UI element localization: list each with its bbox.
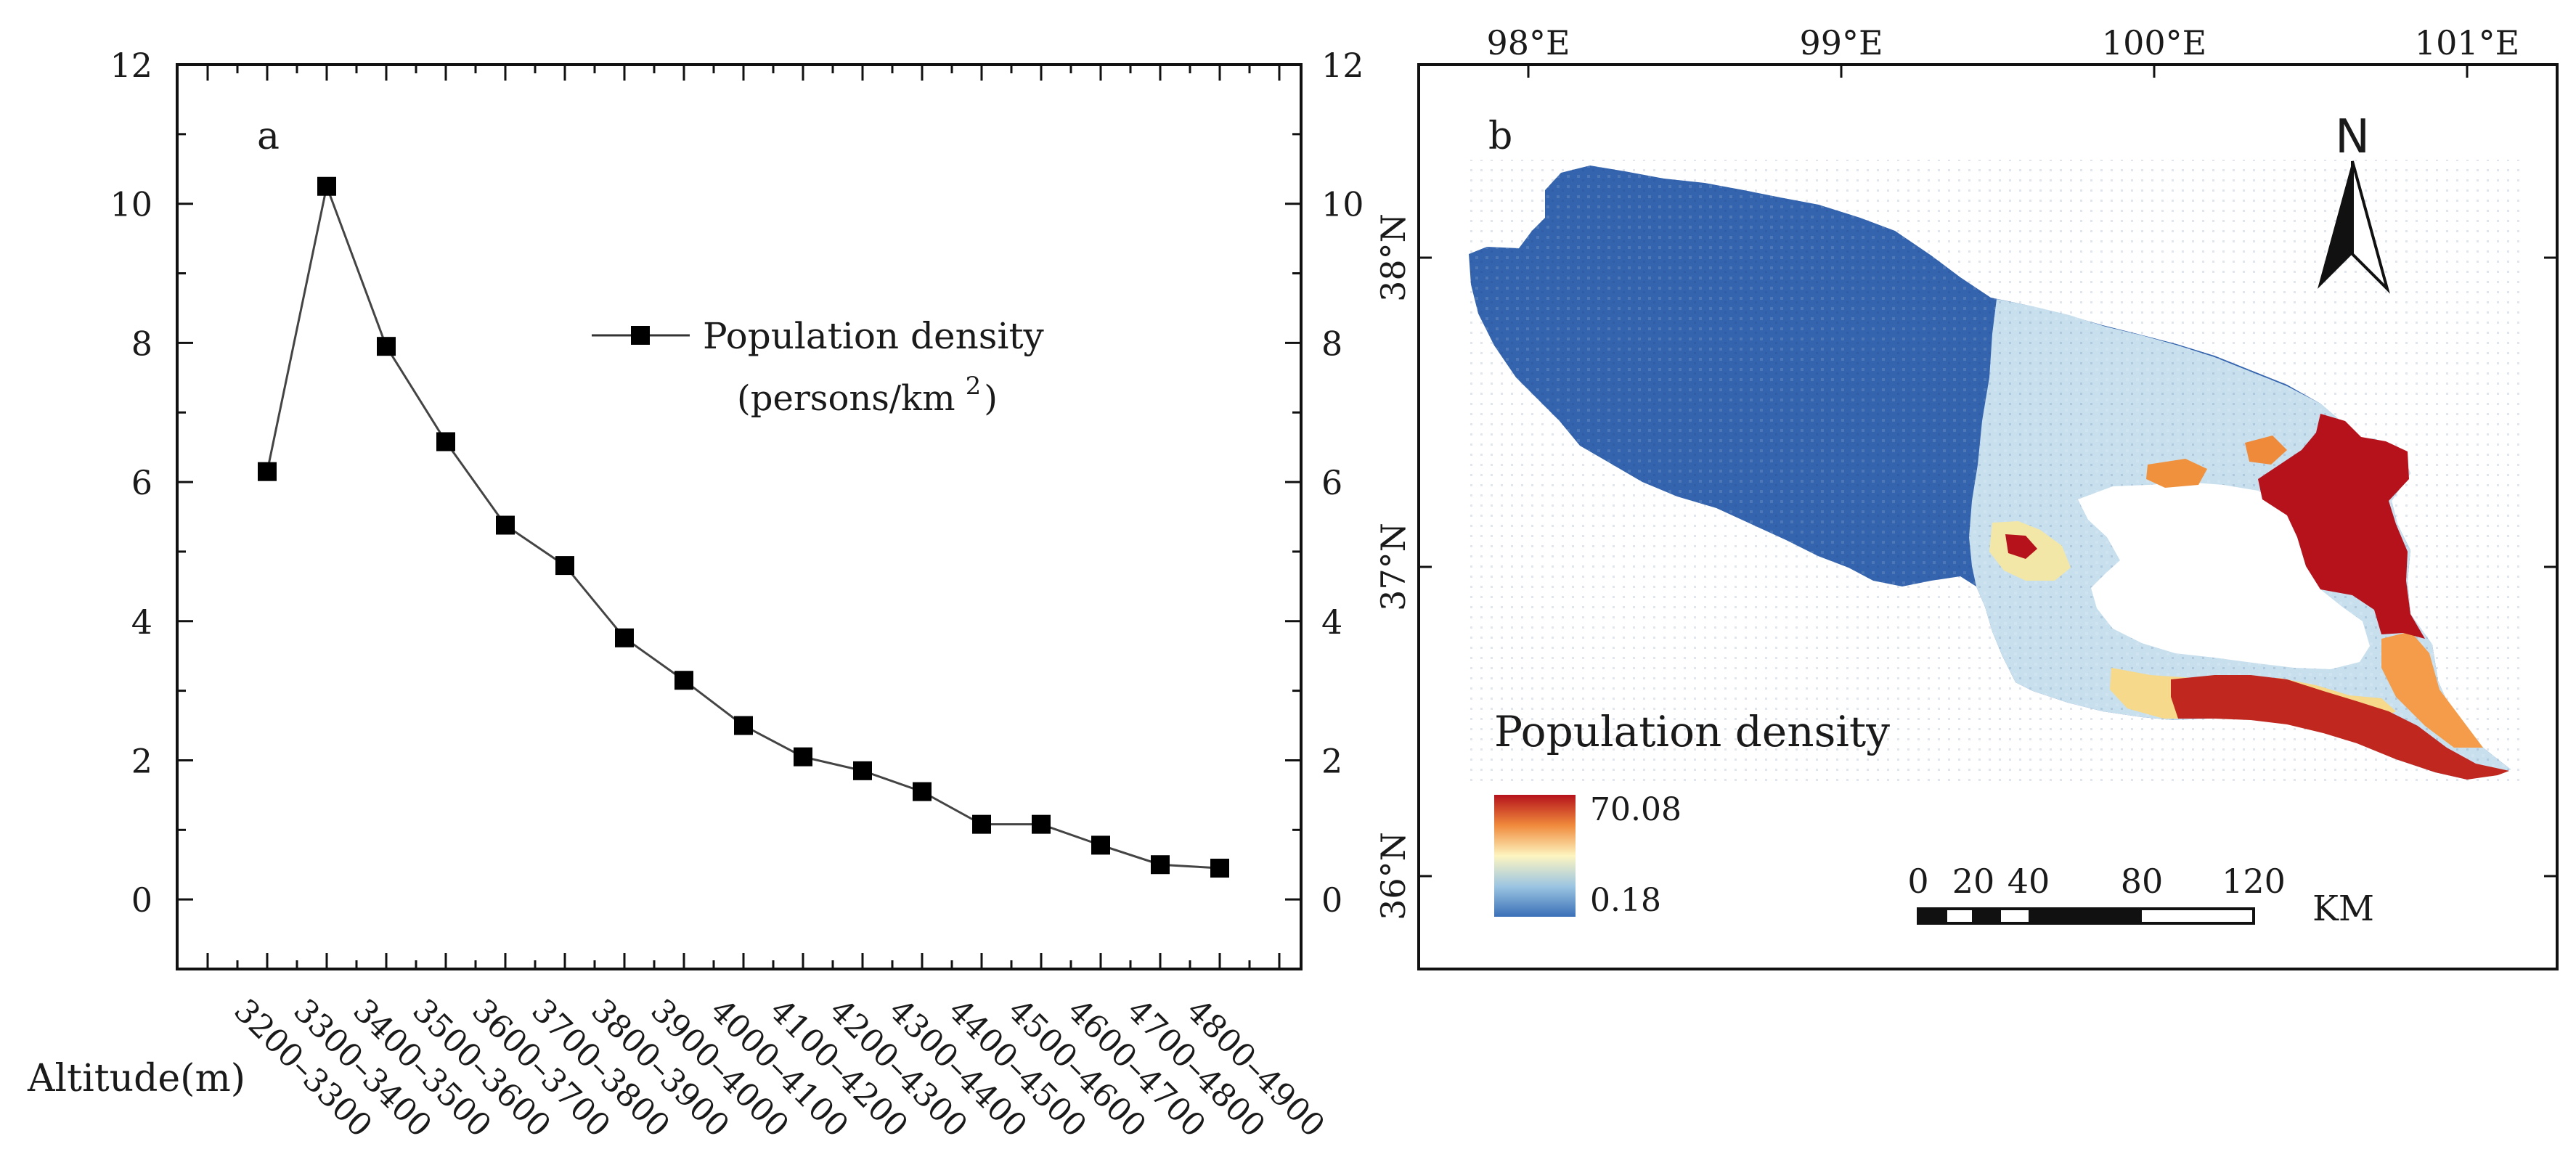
scale-bar: 0 20 40 80 120 KM xyxy=(1907,862,2374,929)
lon-label-100: 100°E xyxy=(2102,23,2206,62)
panel-a: 0 0 2 2 4 4 6 6 8 8 10 10 12 12 3200–33003300–3400340… xyxy=(27,46,1364,1145)
map-legend-title: Population density xyxy=(1494,707,1890,756)
scale-label-20: 20 xyxy=(1952,862,1995,901)
map-legend-max: 70.08 xyxy=(1590,791,1682,828)
north-label: N xyxy=(2335,110,2370,164)
y-tick-label-right-8: 8 xyxy=(1321,324,1342,363)
series-line xyxy=(266,182,1220,870)
legend-unit: (persons/km 2) xyxy=(737,372,998,419)
north-arrow-left xyxy=(2318,161,2352,289)
patch-orange-north xyxy=(2245,436,2287,465)
y-tick-label-left-10: 10 xyxy=(110,185,152,224)
scale-seg-2 xyxy=(1972,909,2001,923)
panel-b: 98°E 99°E 100°E 101°E 38°N 37°N 36°N b xyxy=(1374,23,2559,970)
y-tick-label-right-2: 2 xyxy=(1321,741,1342,780)
patch-red-east xyxy=(2258,414,2425,639)
map-colorbar xyxy=(1494,795,1576,917)
data-point-1 xyxy=(317,176,336,196)
lat-label-37: 37°N xyxy=(1374,523,1413,611)
scale-unit: KM xyxy=(2312,888,2374,929)
legend-unit-sup: 2 xyxy=(966,372,982,401)
lon-label-99: 99°E xyxy=(1799,23,1883,62)
y-tick-label-left-8: 8 xyxy=(131,324,152,363)
patch-red-small xyxy=(2005,534,2037,559)
lon-label-98: 98°E xyxy=(1486,23,1570,62)
patch-red-south xyxy=(2171,675,2509,780)
y-tick-label-right-10: 10 xyxy=(1321,185,1364,224)
data-point-0 xyxy=(258,462,277,481)
lake xyxy=(2078,482,2370,669)
y-tick-label-right-12: 12 xyxy=(1321,46,1364,85)
y-tick-label-left-12: 12 xyxy=(110,46,152,85)
y-tick-label-right-0: 0 xyxy=(1321,880,1342,920)
data-point-13 xyxy=(1032,814,1051,834)
data-point-9 xyxy=(794,747,812,767)
scale-label-40: 40 xyxy=(2008,862,2050,901)
scale-seg-1 xyxy=(1918,909,1947,923)
data-point-5 xyxy=(555,556,574,576)
y-tick-label-left-0: 0 xyxy=(131,880,152,920)
legend-unit-text: (persons/km xyxy=(737,378,955,419)
map-region xyxy=(1467,160,2519,784)
y-tick-label-left-6: 6 xyxy=(131,463,152,502)
data-point-10 xyxy=(853,761,872,780)
map-legend-min: 0.18 xyxy=(1590,882,1661,919)
data-point-15 xyxy=(1151,855,1170,875)
data-point-6 xyxy=(615,628,634,647)
scale-label-120: 120 xyxy=(2222,862,2286,901)
scale-label-80: 80 xyxy=(2121,862,2164,901)
legend-marker xyxy=(631,326,650,345)
scale-label-0: 0 xyxy=(1907,862,1928,901)
lat-label-38: 38°N xyxy=(1374,213,1413,302)
data-point-16 xyxy=(1210,859,1229,878)
legend-label: Population density xyxy=(703,315,1045,357)
lon-label-101: 101°E xyxy=(2415,23,2519,62)
data-point-14 xyxy=(1091,835,1110,855)
panel-a-frame xyxy=(176,63,1303,970)
data-point-2 xyxy=(377,337,396,356)
data-point-3 xyxy=(436,432,455,451)
y-tick-label-left-4: 4 xyxy=(131,602,152,642)
panel-a-points xyxy=(258,176,1229,878)
panel-a-legend: Population density (persons/km 2) xyxy=(592,315,1045,419)
data-point-12 xyxy=(972,814,991,834)
y-tick-label-right-4: 4 xyxy=(1321,602,1342,642)
x-axis-title: Altitude(m) xyxy=(27,1057,245,1100)
lat-label-36: 36°N xyxy=(1374,832,1413,920)
panel-a-series xyxy=(266,182,1220,870)
panel-a-x-tick-labels: 3200–33003300–34003400–35003500–36003600… xyxy=(227,992,1332,1145)
data-point-7 xyxy=(674,671,693,690)
y-tick-label-left-2: 2 xyxy=(131,741,152,780)
lat-ticks xyxy=(1419,256,2557,878)
lon-ticks xyxy=(1527,65,2469,78)
panel-b-label: b xyxy=(1488,115,1512,158)
data-point-11 xyxy=(913,782,932,801)
data-point-4 xyxy=(496,515,515,535)
patch-orange xyxy=(2146,459,2207,488)
north-arrow-right xyxy=(2351,160,2390,294)
scale-seg-3 xyxy=(2029,909,2142,923)
panel-a-axes: 0 0 2 2 4 4 6 6 8 8 10 10 12 12 xyxy=(110,46,1364,969)
data-point-8 xyxy=(734,716,753,735)
north-arrow: N xyxy=(2318,110,2390,294)
legend-unit-close: ) xyxy=(984,378,998,419)
panel-a-label: a xyxy=(257,115,280,158)
y-tick-label-right-6: 6 xyxy=(1321,463,1342,502)
patch-orange-east xyxy=(2381,631,2483,748)
